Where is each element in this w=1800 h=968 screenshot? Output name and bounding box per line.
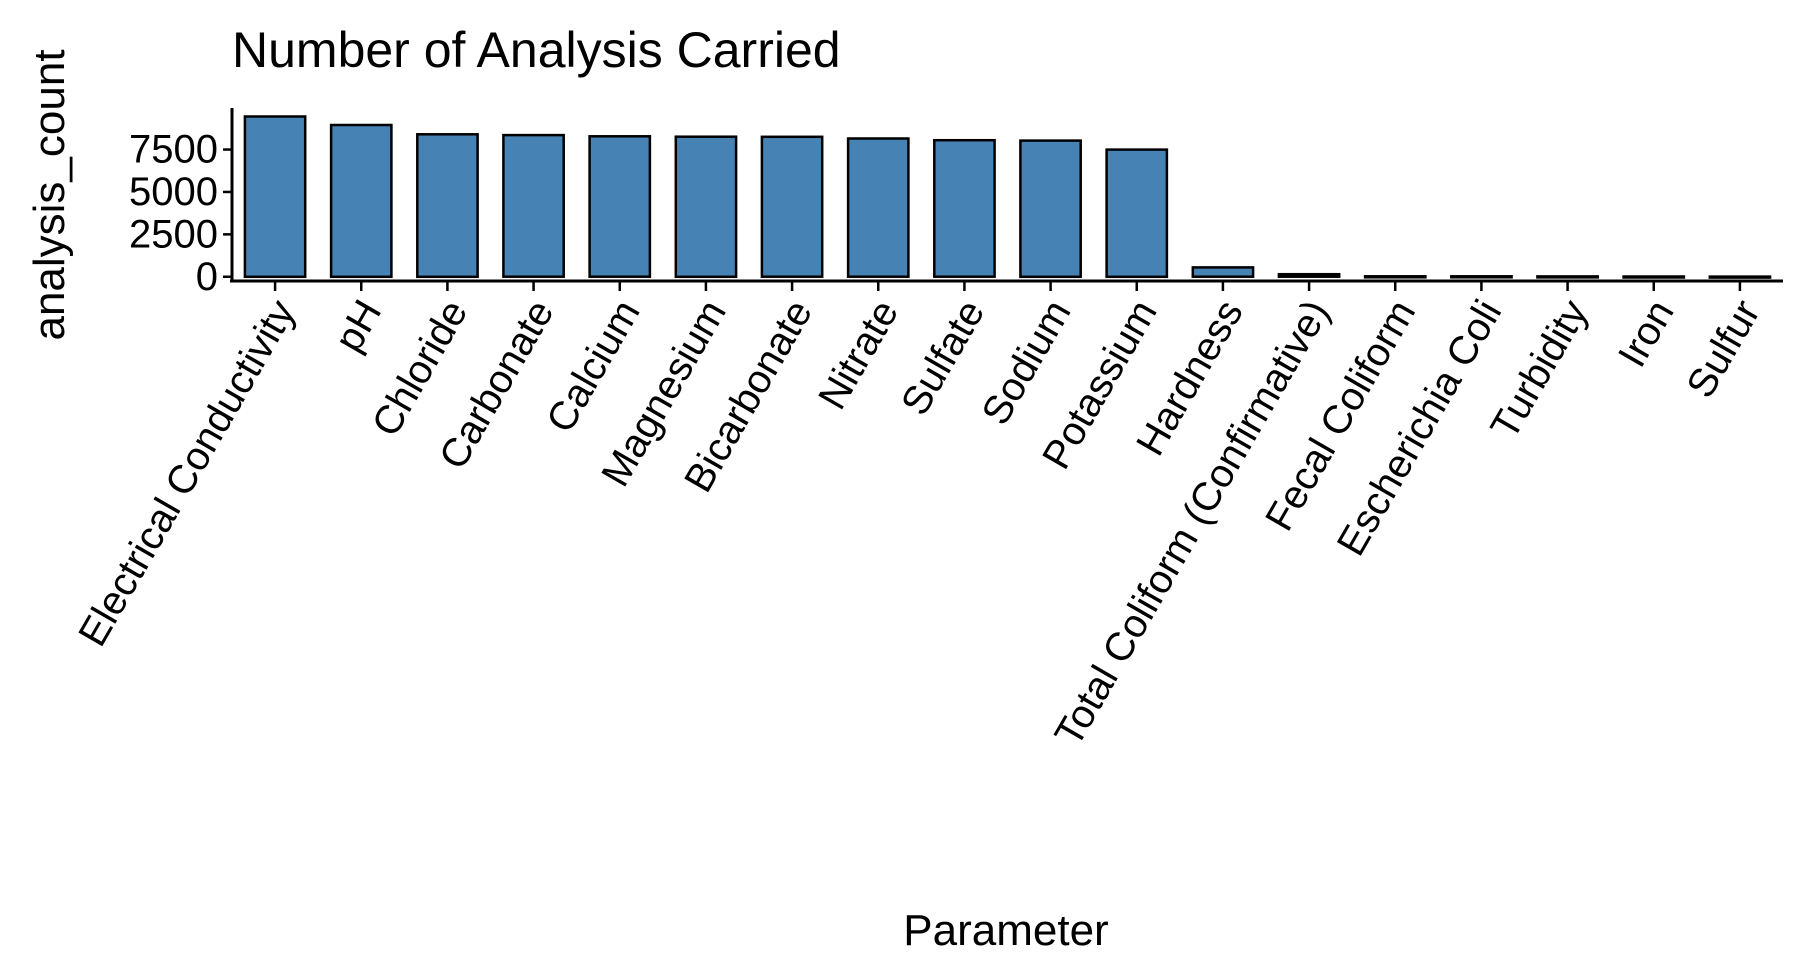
x-axis-title: Parameter (903, 906, 1108, 955)
bar (1450, 275, 1513, 279)
plot-area (243, 115, 1772, 279)
bar (674, 135, 738, 279)
bar (1536, 275, 1599, 279)
bar (846, 137, 910, 278)
y-tick-label: 7500 (129, 128, 218, 172)
bar (502, 133, 565, 278)
chart-title: Number of Analysis Carried (232, 22, 841, 78)
bar (243, 115, 307, 279)
bar (1191, 266, 1255, 278)
bar (1363, 275, 1427, 279)
x-tick-label: Sulfur (1679, 293, 1769, 405)
x-tick-label: Iron (1610, 293, 1683, 375)
x-tick-label: pH (327, 293, 391, 359)
bar (933, 138, 996, 278)
y-tick-label: 2500 (129, 212, 218, 256)
bar (329, 123, 393, 279)
bar (1708, 275, 1772, 279)
y-tick-label: 5000 (129, 170, 218, 214)
bar (760, 135, 824, 278)
x-axis: Electrical Conductivity pHChlorideCarbona… (70, 279, 1783, 754)
bar (416, 133, 479, 279)
bar (1105, 148, 1169, 279)
bar (588, 135, 652, 278)
bar (1622, 275, 1686, 279)
y-tick-label: 0 (196, 255, 218, 299)
bar (1019, 139, 1082, 279)
x-tick-label: Nitrate (810, 293, 907, 417)
x-tick-label: Electrical Conductivity (70, 293, 304, 654)
bar (1277, 272, 1341, 278)
y-axis-title: analysis_count (25, 49, 74, 340)
